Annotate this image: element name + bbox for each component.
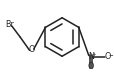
Text: O: O (28, 45, 35, 54)
Text: +: + (91, 52, 96, 57)
Text: O: O (87, 62, 93, 71)
Text: Br: Br (5, 20, 14, 29)
Text: N: N (87, 52, 93, 61)
Text: O: O (103, 52, 110, 61)
Text: −: − (107, 52, 112, 57)
